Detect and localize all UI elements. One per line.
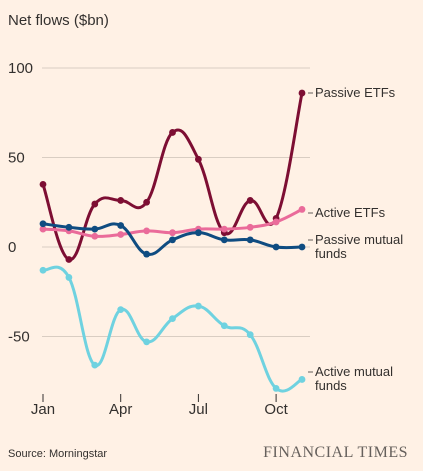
data-point [298, 376, 306, 383]
chart-title: Net flows ($bn) [8, 12, 109, 29]
data-point [272, 218, 280, 226]
data-point [195, 302, 202, 310]
data-point [65, 223, 73, 231]
data-point [65, 274, 73, 281]
data-point [272, 385, 280, 392]
y-tick-label: 100 [8, 60, 33, 77]
data-point [246, 197, 254, 204]
data-point [298, 89, 306, 97]
data-point [298, 206, 306, 213]
data-point [91, 232, 99, 240]
data-point [117, 231, 125, 238]
data-point [143, 227, 151, 235]
x-tick-label: Apr [109, 401, 132, 418]
data-point [39, 220, 47, 228]
data-point [39, 225, 47, 233]
data-point [143, 198, 151, 206]
x-tick-label: Oct [264, 401, 288, 418]
y-axis: 100 50 0 -50 [8, 60, 33, 346]
series-group [39, 89, 306, 393]
data-point [91, 361, 99, 369]
data-point [246, 223, 254, 231]
x-tick-label: Jul [189, 401, 208, 418]
data-point [195, 155, 202, 163]
data-point [117, 197, 125, 204]
series-line-3 [41, 265, 304, 393]
data-point [143, 250, 151, 258]
series-label: Passive mutual funds [315, 232, 403, 261]
data-point [91, 200, 99, 208]
y-tick-label: -50 [8, 329, 30, 346]
x-tick-label: Jan [31, 401, 55, 418]
data-point [220, 236, 228, 244]
data-point [246, 331, 254, 339]
series-label: Active mutual funds [315, 364, 393, 393]
ft-logo: FINANCIAL TIMES [263, 444, 408, 461]
data-point [220, 225, 228, 233]
y-tick-label: 50 [8, 150, 25, 167]
data-point [272, 243, 280, 251]
x-axis: Jan Apr Jul Oct [31, 394, 289, 418]
data-point [169, 129, 176, 136]
data-point [65, 256, 73, 263]
data-point [195, 229, 202, 237]
data-point [220, 322, 228, 330]
data-point [39, 266, 47, 274]
series-labels: Passive ETFs Active ETFs Passive mutual fun… [308, 85, 403, 393]
data-point [169, 315, 176, 322]
data-point [91, 225, 99, 233]
data-point [117, 222, 125, 229]
y-tick-label: 0 [8, 239, 16, 256]
grid [42, 67, 310, 337]
data-point [143, 338, 151, 346]
series-label: Active ETFs [315, 205, 386, 220]
source-note: Source: Morningstar [8, 448, 107, 460]
series-label: Passive ETFs [315, 85, 396, 100]
data-point [117, 306, 125, 314]
data-point [246, 236, 254, 244]
data-point [169, 236, 176, 244]
data-point [169, 229, 176, 237]
data-point [298, 243, 306, 251]
data-point [39, 180, 47, 188]
